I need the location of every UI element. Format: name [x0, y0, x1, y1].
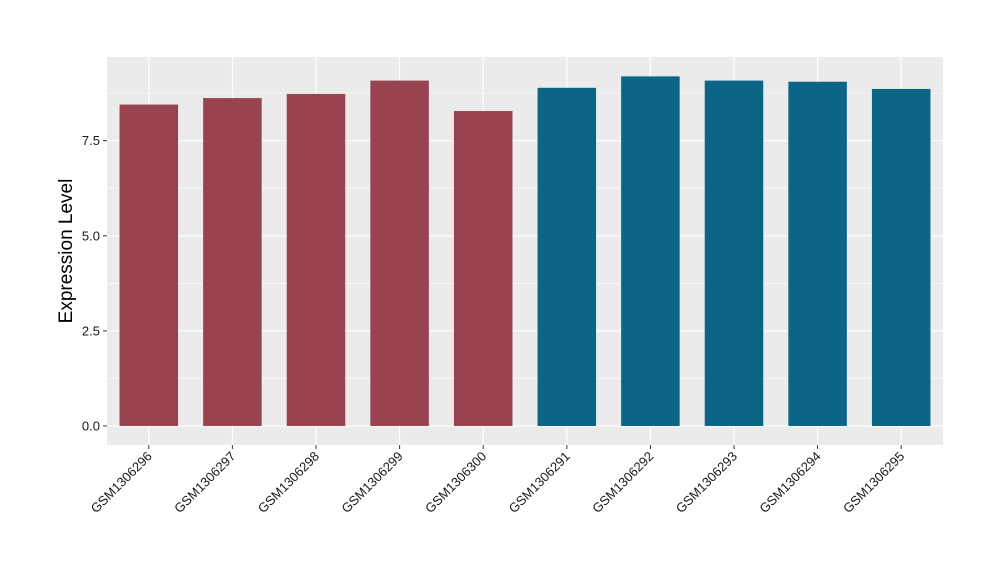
y-axis: 0.0 2.5 5.0 7.5 [82, 133, 107, 433]
bar-layer [119, 76, 931, 426]
x-tick-label: GSM1306298 [255, 449, 322, 516]
bar-GSM1306300 [453, 111, 513, 426]
bar-GSM1306298 [286, 93, 346, 426]
y-axis-title: Expression Level [56, 179, 77, 324]
x-tick-label: GSM1306299 [338, 449, 405, 516]
x-tick-label: GSM1306296 [88, 449, 155, 516]
bar-GSM1306294 [788, 81, 847, 426]
x-tick-label: GSM1306291 [506, 449, 573, 516]
x-tick-label: GSM1306300 [422, 449, 489, 516]
bar-GSM1306296 [119, 104, 179, 426]
y-tick-label: 7.5 [82, 133, 100, 148]
x-tick-label: GSM1306295 [840, 449, 907, 516]
y-tick-label: 0.0 [82, 418, 100, 433]
y-tick-label: 2.5 [82, 323, 100, 338]
y-tick-label: 5.0 [82, 228, 100, 243]
x-tick-label: GSM1306297 [171, 449, 238, 516]
bar-GSM1306299 [370, 80, 429, 426]
x-axis: GSM1306296 GSM1306297 GSM1306298 GSM1306299… [88, 445, 907, 516]
bar-GSM1306297 [203, 98, 262, 426]
bar-GSM1306295 [871, 88, 931, 426]
x-tick-label: GSM1306294 [756, 449, 823, 516]
bar-GSM1306291 [537, 87, 597, 426]
bar-GSM1306292 [621, 76, 680, 426]
bar-GSM1306293 [704, 80, 764, 426]
x-tick-label: GSM1306292 [589, 449, 656, 516]
x-tick-label: GSM1306293 [673, 449, 740, 516]
